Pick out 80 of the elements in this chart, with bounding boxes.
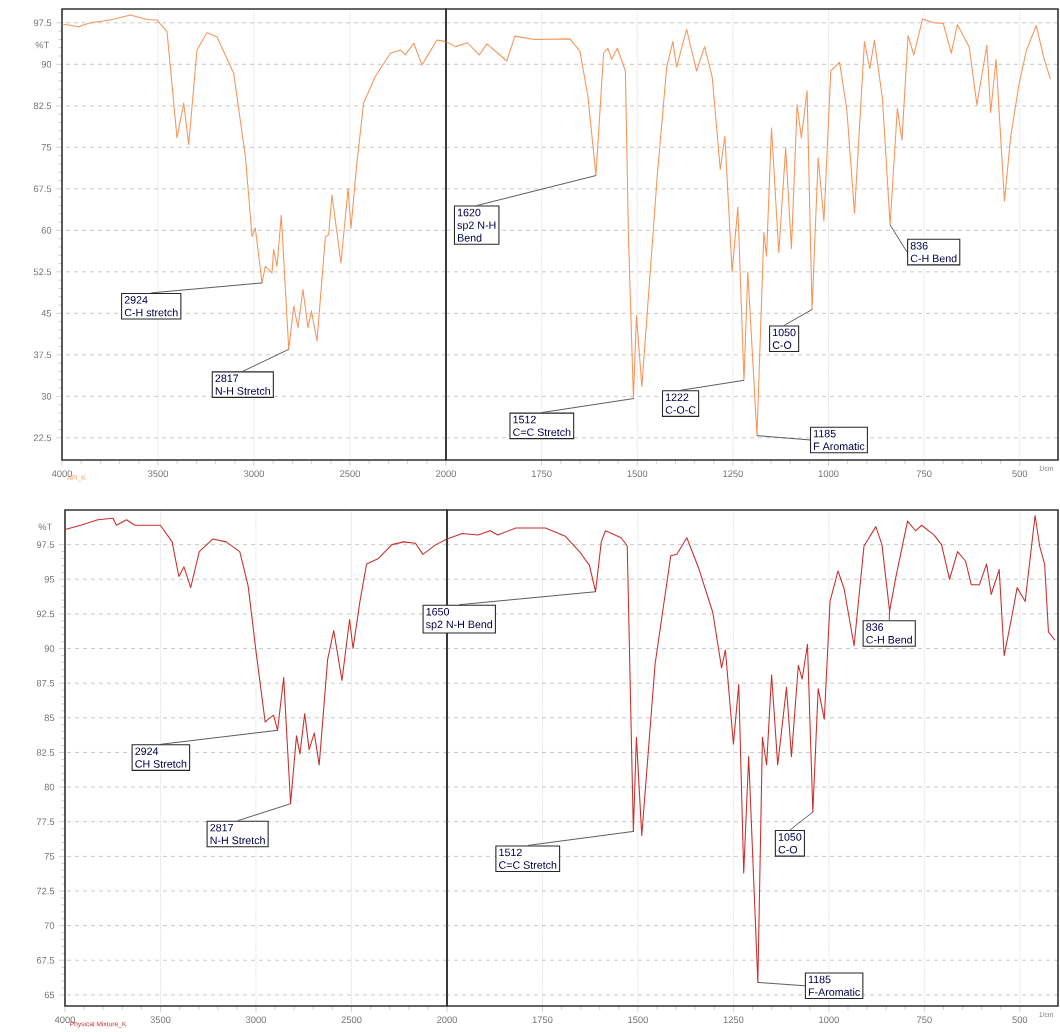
y-axis-title: %T: [35, 41, 50, 49]
x-tick-label: 1250: [723, 1016, 744, 1023]
y-tick-label: 67.5: [36, 956, 55, 964]
y-tick-label: 90: [41, 61, 52, 68]
x-tick-label: 1500: [627, 470, 648, 477]
x-tick-label: 750: [917, 1016, 932, 1023]
x-tick-label: 500: [1012, 1016, 1028, 1023]
y-tick-label: 87.5: [36, 679, 55, 687]
y-tick-label: 85: [44, 714, 55, 722]
x-tick-label: 3000: [243, 470, 265, 477]
x-tick-label: 3500: [150, 1016, 171, 1023]
x-tick-label: 1250: [723, 470, 743, 477]
annotation: 1222: [665, 393, 689, 401]
annotation: 1185: [813, 429, 836, 438]
annotation: C=C Stretch: [499, 861, 557, 869]
annotation: 1512: [513, 415, 536, 424]
annotation: F Aromatic: [814, 442, 865, 451]
x-tick-label: 1000: [818, 470, 839, 477]
annotation: 1650: [426, 607, 450, 616]
x-tick-label: 1750: [532, 1016, 553, 1023]
x-tick-label: 4000: [54, 1016, 76, 1023]
annotation: C-H Bend: [866, 635, 912, 644]
annotation: sp2 N-H Bend: [426, 620, 493, 631]
annotation: C-O-C: [665, 406, 696, 414]
y-tick-label: 65: [44, 991, 55, 999]
y-tick-label: 82.5: [36, 749, 55, 756]
annotation: N-H Stretch: [210, 836, 265, 845]
y-tick-label: 22.5: [33, 434, 52, 442]
y-tick-label: 60: [41, 227, 52, 234]
annotation: 1620: [457, 208, 481, 217]
y-tick-label: 97.5: [36, 541, 55, 548]
y-tick-label: 70: [44, 922, 55, 929]
y-tick-label: 90: [44, 645, 55, 652]
annotation: 2817: [210, 823, 233, 832]
annotation: N-H Stretch: [215, 386, 270, 395]
annotation: F-Aromatic: [808, 988, 860, 996]
y-tick-label: 30: [41, 393, 52, 400]
x-tick-label: 2500: [340, 470, 361, 477]
x-tick-label: 2000: [437, 1016, 458, 1023]
x-tick-label: 500: [1012, 470, 1028, 477]
annotation: sp2 N-H: [457, 221, 496, 232]
annotation: 1050: [773, 328, 796, 337]
x-tick-label: 3500: [147, 470, 169, 477]
y-axis-title: %T: [38, 523, 53, 531]
y-tick-label: 52.5: [33, 268, 52, 276]
y-tick-label: 75: [44, 853, 55, 860]
annotation: 2924: [135, 747, 159, 756]
y-tick-label: 97.5: [33, 19, 52, 27]
x-tick-label: 1750: [531, 470, 552, 477]
x-tick-label: 2000: [436, 470, 457, 477]
annotation: C=C Stretch: [513, 428, 571, 436]
y-tick-label: 77.5: [36, 818, 55, 825]
annotation: 2817: [215, 374, 239, 383]
y-tick-label: 80: [44, 783, 55, 791]
annotation: CH Stretch: [135, 759, 187, 768]
annotation: C-H stretch: [124, 308, 178, 317]
x-tick-label: 4000: [51, 470, 73, 477]
x-tick-label: 3000: [245, 1016, 267, 1023]
annotation: C-O: [778, 845, 798, 854]
y-tick-label: 45: [41, 310, 52, 317]
annotation: Bend: [458, 233, 482, 242]
annotation: C-H Bend: [910, 254, 957, 263]
annotation: 1185: [808, 975, 831, 984]
y-tick-label: 95: [44, 575, 55, 583]
y-tick-label: 72.5: [36, 887, 55, 895]
y-tick-label: 37.5: [33, 351, 52, 359]
y-tick-label: 92.5: [36, 610, 55, 618]
annotation: 2924: [124, 296, 148, 304]
y-tick-label: 67.5: [33, 185, 52, 193]
x-tick-label: 1500: [628, 1016, 648, 1023]
x-tick-label: 2500: [341, 1016, 362, 1023]
y-tick-label: 75: [41, 144, 52, 151]
annotation: C-O: [772, 341, 792, 349]
y-tick-label: 82.5: [33, 102, 52, 110]
annotation: 836: [910, 242, 928, 250]
annotation: 1050: [778, 833, 802, 841]
x-tick-label: 1000: [819, 1016, 839, 1023]
annotation: 836: [866, 623, 884, 631]
annotation: 1512: [499, 848, 522, 857]
x-tick-label: 750: [916, 470, 932, 477]
